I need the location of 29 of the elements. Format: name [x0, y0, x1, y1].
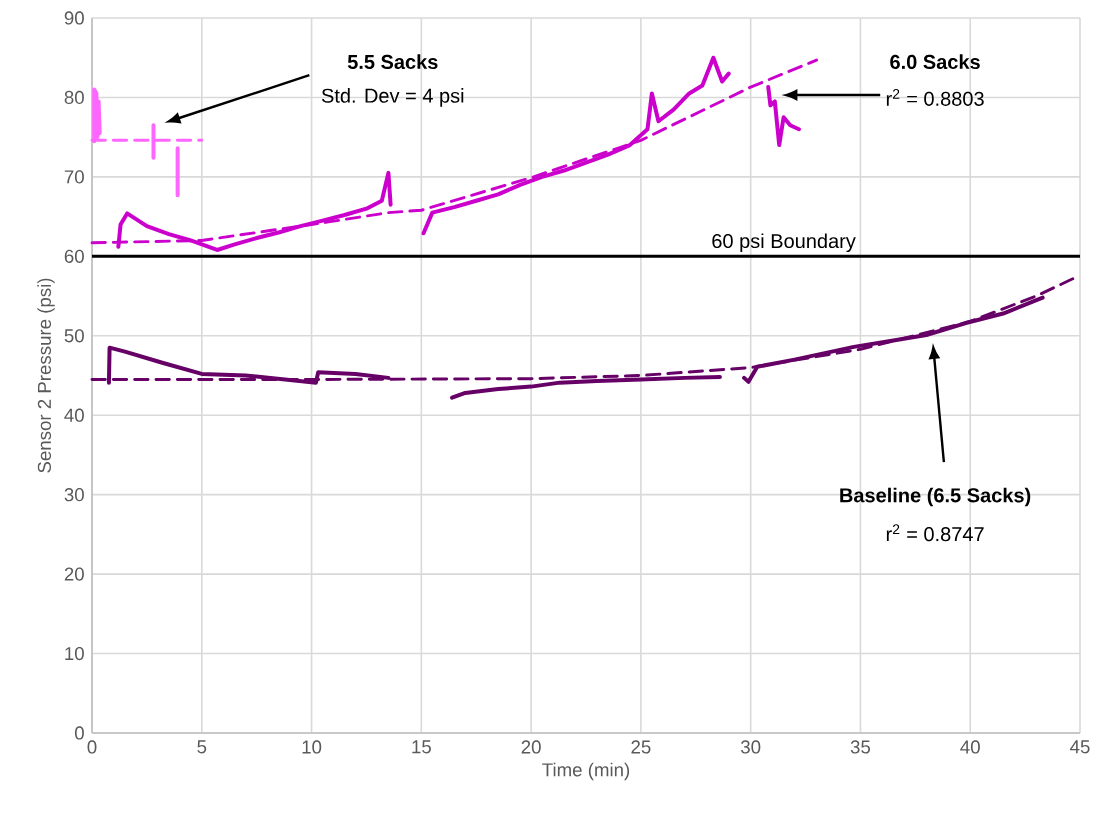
annotation: r$^{2}$ = 0.8747 [886, 524, 984, 542]
y-tick-label: 60 [64, 249, 84, 263]
x-axis-title: Time (min) [542, 762, 630, 781]
x-tick-label: 0 [87, 740, 97, 754]
annotation: Baseline (6.5 Sacks) [840, 487, 1031, 507]
x-tick-label: 40 [960, 740, 980, 754]
x-tick-label: 10 [302, 740, 322, 754]
x-tick-label: 45 [1070, 740, 1090, 754]
y-tick-label: 80 [64, 90, 84, 105]
y-tick-label: 50 [64, 329, 84, 343]
y-tick-label: 40 [64, 408, 84, 422]
y-tick-label: 10 [65, 646, 84, 661]
annotation: r$^{2}$ = 0.8803 [886, 88, 984, 106]
x-tick-label: 30 [741, 740, 761, 754]
x-tick-label: 35 [850, 740, 871, 754]
x-tick-label: 5 [197, 740, 207, 754]
annotation: Std. Dev = 4 psi [321, 88, 464, 107]
ref-line-label: 60 psi Boundary [712, 233, 856, 253]
y-tick-label: 70 [64, 170, 84, 184]
y-tick-label: 30 [64, 488, 84, 502]
y-tick-label: 0 [74, 726, 84, 740]
y-axis-title: Sensor 2 Pressure (psi) [37, 278, 55, 473]
y-tick-label: 90 [64, 11, 84, 25]
annotation: 6.0 Sacks [890, 54, 980, 70]
x-tick-label: 25 [631, 740, 651, 754]
x-tick-label: 15 [412, 740, 431, 754]
y-tick-label: 20 [64, 567, 84, 581]
annotation: 5.5 Sacks [347, 54, 438, 70]
x-tick-label: 20 [521, 740, 541, 754]
